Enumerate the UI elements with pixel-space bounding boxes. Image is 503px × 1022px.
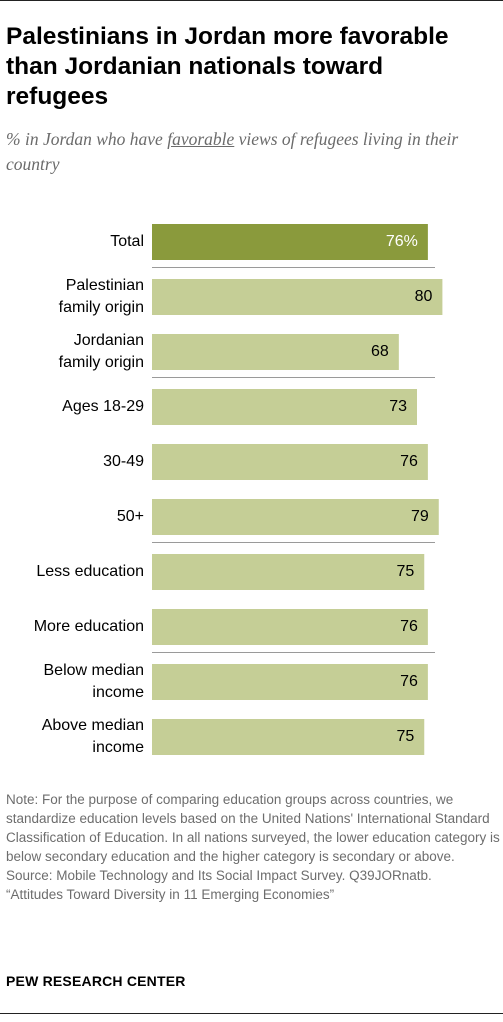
top-rule [0, 0, 503, 1]
category-label-less-education: Less education [36, 563, 144, 580]
subtitle-emphasis: favorable [167, 129, 235, 149]
category-label-above-median-income: Above median income [41, 717, 144, 756]
value-label-total: 76% [385, 233, 418, 250]
bar-below-median-income [152, 664, 428, 700]
value-label-50: 79 [410, 508, 429, 525]
bar-50 [152, 499, 439, 535]
category-label-total: Total [110, 233, 144, 250]
value-label-above-median-income: 75 [396, 728, 415, 745]
bar-jordanian-family-origin [152, 334, 399, 370]
bar-ages-18-29 [152, 389, 417, 425]
bar-chart: 76% Total 80 Palestinian family origin 68 Jord… [0, 200, 503, 760]
category-label-below-median-income: Below median income [43, 662, 145, 701]
bar-more-education [152, 609, 428, 645]
bar-30-49 [152, 444, 428, 480]
value-label-less-education: 75 [396, 563, 415, 580]
category-label-ages-18-29: Ages 18-29 [62, 398, 144, 415]
bar-above-median-income [152, 719, 425, 755]
notes: Note: For the purpose of comparing educa… [6, 790, 500, 904]
bottom-rule [0, 1013, 503, 1014]
bar-chart-svg [152, 224, 443, 755]
category-label-jordanian-family-origin: Jordanian family origin [58, 332, 144, 371]
subtitle-lead: % in Jordan who have [6, 129, 168, 149]
category-label-palestinian-family-origin: Palestinian family origin [58, 277, 144, 316]
value-label-below-median-income: 76 [400, 673, 418, 690]
chart-subtitle: % in Jordan who have favorable views of … [6, 127, 498, 177]
report-title: “Attitudes Toward Diversity in 11 Emergi… [6, 887, 335, 902]
source-text: Source: Mobile Technology and Its Social… [6, 868, 432, 883]
note-text: Note: For the purpose of comparing educa… [6, 792, 500, 864]
subtitle-tail: views of refugees living in their countr… [6, 129, 459, 174]
category-label-30-49: 30-49 [103, 453, 144, 470]
category-label-more-education: More education [33, 618, 144, 635]
brand-logo-text: PEW RESEARCH CENTER [6, 973, 186, 989]
value-label-ages-18-29: 73 [389, 398, 407, 415]
value-label-30-49: 76 [400, 453, 418, 470]
value-label-palestinian-family-origin: 80 [414, 288, 433, 305]
bar-palestinian-family-origin [152, 279, 443, 315]
category-label-50: 50+ [116, 508, 144, 525]
bar-less-education [152, 554, 425, 590]
value-label-more-education: 76 [400, 618, 418, 635]
value-label-jordanian-family-origin: 68 [371, 343, 389, 360]
bar-total [152, 224, 428, 260]
chart-title: Palestinians in Jordan more favorable th… [6, 23, 449, 110]
